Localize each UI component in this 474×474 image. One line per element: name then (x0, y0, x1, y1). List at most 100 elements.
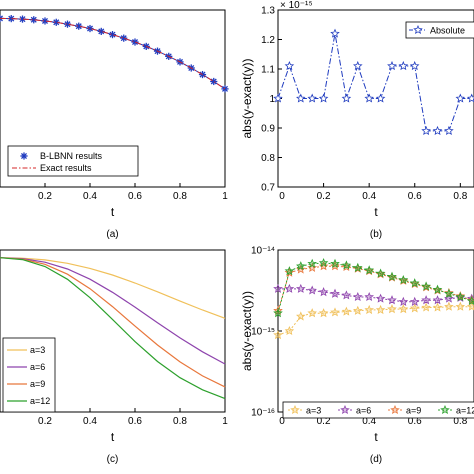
data-point (409, 278, 420, 288)
data-point (432, 295, 443, 305)
legend-star-marker (413, 25, 423, 35)
data-point (341, 290, 352, 300)
legend-entry-label: a=12 (30, 396, 50, 406)
legend-asterisk-marker (20, 152, 28, 160)
x-axis-label: t (374, 430, 378, 444)
data-point (318, 261, 329, 271)
x-tick-label: 0.4 (83, 191, 97, 202)
data-point (97, 27, 105, 36)
data-point (409, 296, 420, 306)
data-point (307, 93, 317, 103)
data-point (375, 268, 386, 278)
data-point (210, 77, 218, 86)
legend-entry-label: a=6 (356, 406, 371, 416)
series-line-2 (0, 257, 226, 388)
data-point (296, 264, 306, 274)
data-point (432, 302, 443, 312)
legend-star-marker (390, 405, 400, 415)
x-tick-label: 0.6 (408, 416, 422, 427)
data-point (398, 60, 409, 71)
data-point (318, 308, 329, 318)
asterisk-stroke (98, 28, 105, 35)
asterisk-stroke (20, 152, 28, 160)
data-point (387, 304, 397, 314)
data-point (466, 301, 474, 311)
x-axis-label: t (111, 205, 115, 219)
y-axis-label: abs(y-exact(y)) (240, 291, 254, 371)
data-point (131, 38, 139, 46)
legend-box (405, 21, 474, 39)
data-point (284, 326, 295, 336)
data-point (444, 125, 454, 136)
legend-entry-label: Absolute (430, 26, 465, 36)
data-point (284, 266, 295, 276)
data-point (330, 258, 340, 268)
x-tick-label: 0.4 (362, 416, 376, 427)
legend-entry-label: Exact results (40, 163, 92, 173)
data-point (444, 288, 454, 298)
data-point (330, 288, 340, 298)
y-tick-label: 1.2 (261, 35, 275, 46)
legend-a: B-LBNN results Exact results (7, 145, 139, 177)
asterisk-stroke (30, 16, 37, 23)
asterisk-stroke (75, 23, 82, 30)
panel-caption: (b) (370, 229, 382, 240)
legend-entry-label: a=9 (406, 406, 421, 416)
data-point (307, 258, 317, 268)
data-point (296, 93, 306, 103)
data-point (432, 125, 443, 136)
legend-b: Absolute (405, 21, 474, 39)
data-point (455, 301, 466, 311)
data-point (341, 260, 352, 270)
x-tick-label: 0.8 (453, 416, 467, 427)
data-point (364, 93, 374, 103)
data-point (108, 31, 117, 39)
series-line-3 (0, 257, 226, 400)
asterisk-stroke (0, 15, 4, 20)
x-tick-label: 0.2 (38, 191, 52, 202)
data-point (120, 34, 128, 42)
data-point (387, 60, 397, 71)
data-point (307, 308, 317, 318)
y-tick-label: 1 (269, 94, 275, 105)
data-point (353, 291, 363, 302)
legend-entry-label: a=12 (456, 406, 474, 416)
data-point (398, 304, 409, 314)
y-exponent-label: × 10⁻¹⁵ (280, 0, 313, 11)
asterisk-stroke (131, 39, 139, 46)
x-tick-label: 1 (222, 191, 228, 202)
data-point (466, 93, 474, 103)
data-point (364, 291, 374, 302)
x-tick-label: 0.2 (317, 416, 331, 427)
y-tick-label: 0.9 (261, 124, 275, 135)
series-line-0 (0, 257, 226, 319)
x-tick-label: 0.4 (362, 191, 376, 202)
asterisk-stroke (210, 78, 217, 85)
panel-caption: (a) (106, 229, 118, 240)
data-point (273, 330, 283, 340)
x-tick-label: 0.8 (173, 191, 187, 202)
data-point (296, 311, 306, 321)
asterisk-stroke (109, 31, 116, 38)
data-point (409, 60, 420, 71)
data-point (387, 295, 397, 305)
series-line-2 (277, 265, 474, 311)
x-tick-label: 0.4 (83, 416, 97, 427)
panel-caption: (d) (370, 454, 382, 465)
legend-entry-label: B-LBNN results (40, 151, 103, 161)
data-point (318, 257, 329, 268)
data-point (273, 93, 283, 103)
data-point (307, 262, 317, 272)
data-point (318, 93, 329, 103)
series-line-3 (277, 262, 474, 314)
panel-caption: (c) (107, 454, 119, 465)
data-point (455, 93, 466, 103)
data-point (364, 304, 374, 315)
y-tick-label: 10⁻¹⁵ (251, 327, 275, 338)
x-tick-label: 0.6 (128, 191, 142, 202)
legend-c: a=3 a=6 a=9 a=12 (2, 337, 56, 413)
data-point (432, 284, 443, 294)
plot-frame (277, 249, 474, 413)
data-point (375, 304, 386, 315)
